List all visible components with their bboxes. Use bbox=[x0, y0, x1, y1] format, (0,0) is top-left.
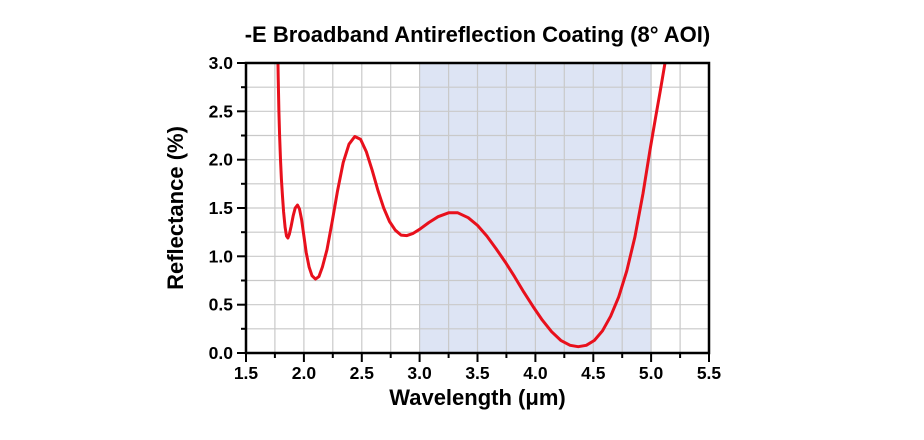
y-tick-label: 1.5 bbox=[209, 198, 234, 218]
x-tick-label: 5.0 bbox=[639, 363, 664, 383]
y-tick-label: 0.0 bbox=[209, 343, 234, 363]
y-tick-label: 1.0 bbox=[209, 246, 234, 266]
x-tick-label: 4.5 bbox=[581, 363, 606, 383]
x-tick-label: 1.5 bbox=[234, 363, 259, 383]
reflectance-curve bbox=[276, 63, 667, 349]
x-tick-label: 3.5 bbox=[465, 363, 490, 383]
x-tick-label: 2.0 bbox=[292, 363, 317, 383]
x-axis-label: Wavelength (μm) bbox=[389, 385, 566, 410]
chart-title: -E Broadband Antireflection Coating (8° … bbox=[244, 22, 711, 47]
y-tick-label: 0.5 bbox=[209, 295, 234, 315]
x-tick-label: 2.5 bbox=[350, 363, 375, 383]
x-tick-label: 4.0 bbox=[523, 363, 548, 383]
axis-tick-labels: 1.5 2.0 2.5 3.0 3.5 4.0 4.5 5.0 5.5 0.0 0.5 1.0 1.5 2… bbox=[209, 53, 722, 383]
x-tick-label: 5.5 bbox=[697, 363, 722, 383]
axis-ticks bbox=[237, 62, 710, 362]
x-tick-label: 3.0 bbox=[407, 363, 432, 383]
y-tick-label: 2.0 bbox=[209, 150, 234, 170]
gridlines bbox=[246, 63, 709, 353]
y-tick-label: 3.0 bbox=[209, 53, 234, 73]
y-tick-label: 2.5 bbox=[209, 101, 234, 121]
